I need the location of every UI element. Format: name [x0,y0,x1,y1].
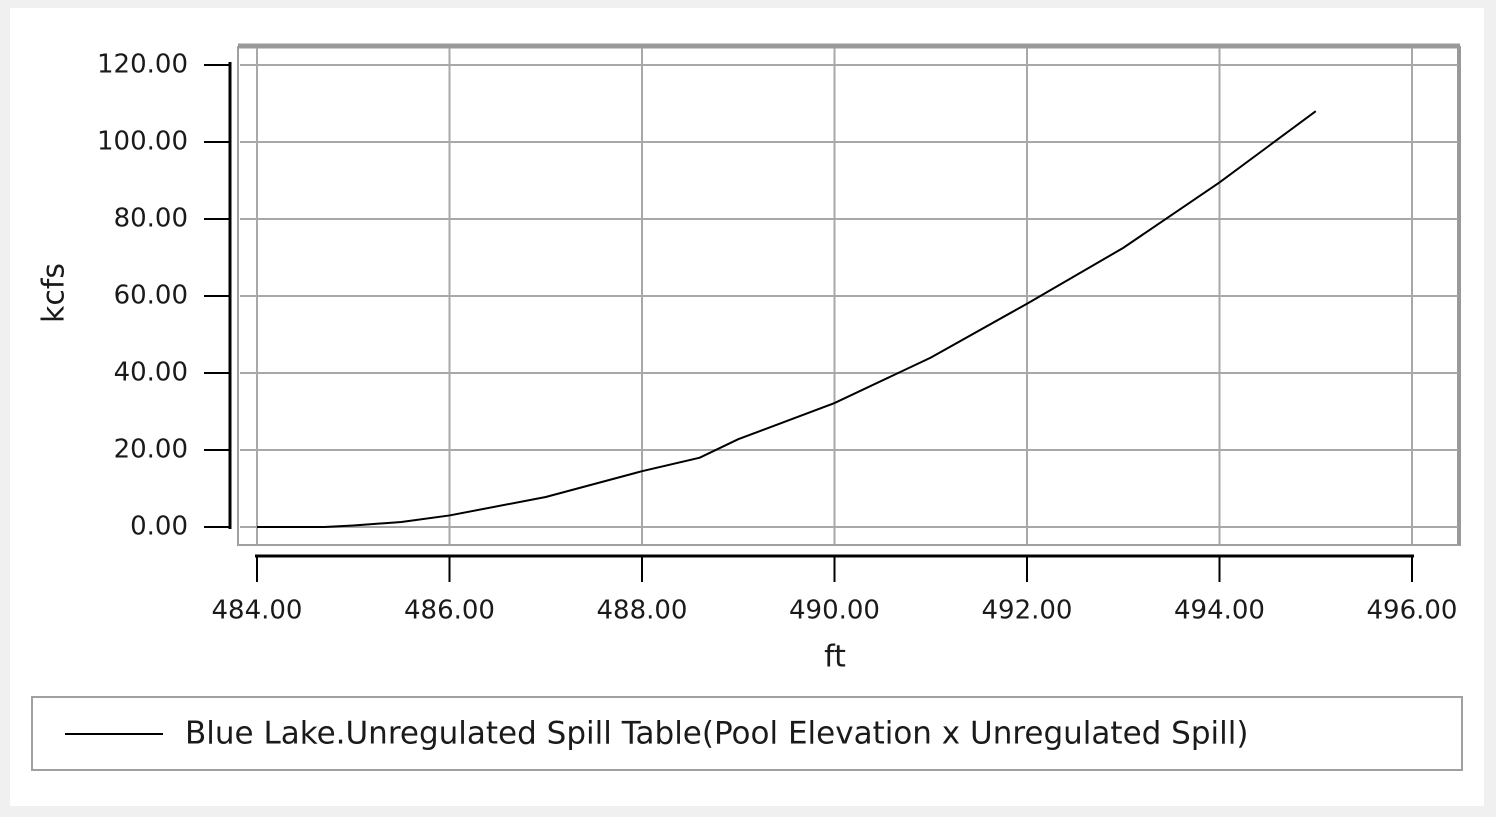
y-tick-label: 120.00 [97,50,188,80]
y-tick-label: 80.00 [114,204,188,234]
grid [240,48,1458,544]
x-tick-label: 486.00 [404,596,495,626]
x-tick-label: 484.00 [212,596,303,626]
legend [31,696,1463,771]
x-axis-label: ft [824,640,846,675]
x-tick-label: 492.00 [982,596,1073,626]
x-tick-label: 496.00 [1367,596,1458,626]
y-tick-label: 40.00 [114,358,188,388]
x-tick-label: 490.00 [789,596,880,626]
y-tick-label: 20.00 [114,435,188,465]
x-tick-label: 494.00 [1174,596,1265,626]
y-tick-label: 100.00 [97,127,188,157]
legend-label: Blue Lake.Unregulated Spill Table(Pool E… [185,716,1248,752]
y-tick-label: 60.00 [114,281,188,311]
series-line [257,110,1317,528]
y-axis-label: kcfs [37,263,72,323]
x-tick-label: 488.00 [597,596,688,626]
y-tick-label: 0.00 [130,512,188,542]
